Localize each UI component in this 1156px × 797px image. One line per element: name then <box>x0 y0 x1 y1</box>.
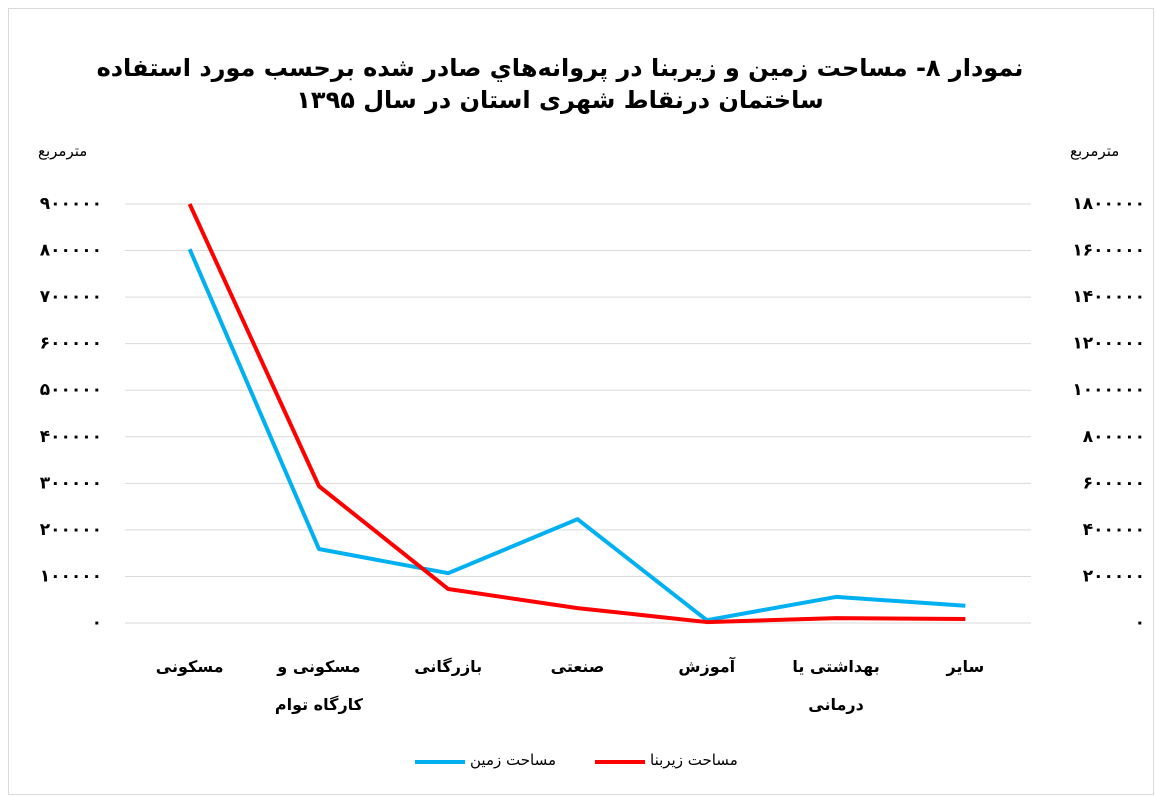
y2-tick-label: ۶۰۰۰۰۰ <box>1083 473 1145 493</box>
y2-tick-label: ۰ <box>1135 613 1145 633</box>
x-tick-label: بازرگانی <box>414 657 483 676</box>
y-tick-label: ۵۰۰۰۰۰ <box>40 380 102 400</box>
y-tick-label: ۰ <box>92 613 102 633</box>
y-tick-label: ۱۰۰۰۰۰ <box>40 566 102 586</box>
y-tick-label: ۲۰۰۰۰۰ <box>40 520 102 540</box>
legend-label: مساحت زیربنا <box>650 751 738 769</box>
y2-tick-label: ۱۲۰۰۰۰۰ <box>1072 334 1145 354</box>
y-tick-label: ۹۰۰۰۰۰ <box>40 194 102 214</box>
chart-frame <box>8 8 1154 795</box>
y2-axis-label: مترمربع <box>1070 142 1120 160</box>
y2-tick-label: ۸۰۰۰۰۰ <box>1083 427 1145 447</box>
x-tick-label: بهداشتی یا درمانی <box>792 657 880 714</box>
y2-tick-label: ۴۰۰۰۰۰ <box>1083 520 1145 540</box>
y-tick-label: ۳۰۰۰۰۰ <box>40 473 102 493</box>
x-tick-label: آموزش <box>678 657 736 676</box>
data-line <box>187 248 966 623</box>
x-tick-label: سایر <box>946 657 985 676</box>
y-tick-label: ۴۰۰۰۰۰ <box>40 427 102 447</box>
x-tick-label: صنعتی <box>550 657 605 676</box>
x-tick-label: مسکونی و کارگاه توام <box>274 657 363 714</box>
legend-label: مساحت زمین <box>470 751 556 769</box>
x-tick-label: مسکونی <box>155 657 224 676</box>
y-tick-label: ۷۰۰۰۰۰ <box>40 287 102 307</box>
chart-title: نمودار ۸- مساحت زمین و زیربنا در پروانه‌… <box>96 54 1024 114</box>
y2-tick-label: ۲۰۰۰۰۰ <box>1083 566 1145 586</box>
y2-tick-label: ۱۰۰۰۰۰۰ <box>1072 380 1145 400</box>
y-tick-label: ۶۰۰۰۰۰ <box>40 334 102 354</box>
y2-tick-label: ۱۸۰۰۰۰۰ <box>1072 194 1145 214</box>
y2-tick-label: ۱۴۰۰۰۰۰ <box>1072 287 1145 307</box>
y-axis-label: مترمربع <box>38 142 88 160</box>
y-tick-label: ۸۰۰۰۰۰ <box>40 241 102 261</box>
y2-tick-label: ۱۶۰۰۰۰۰ <box>1072 241 1145 261</box>
data-line <box>187 203 966 625</box>
